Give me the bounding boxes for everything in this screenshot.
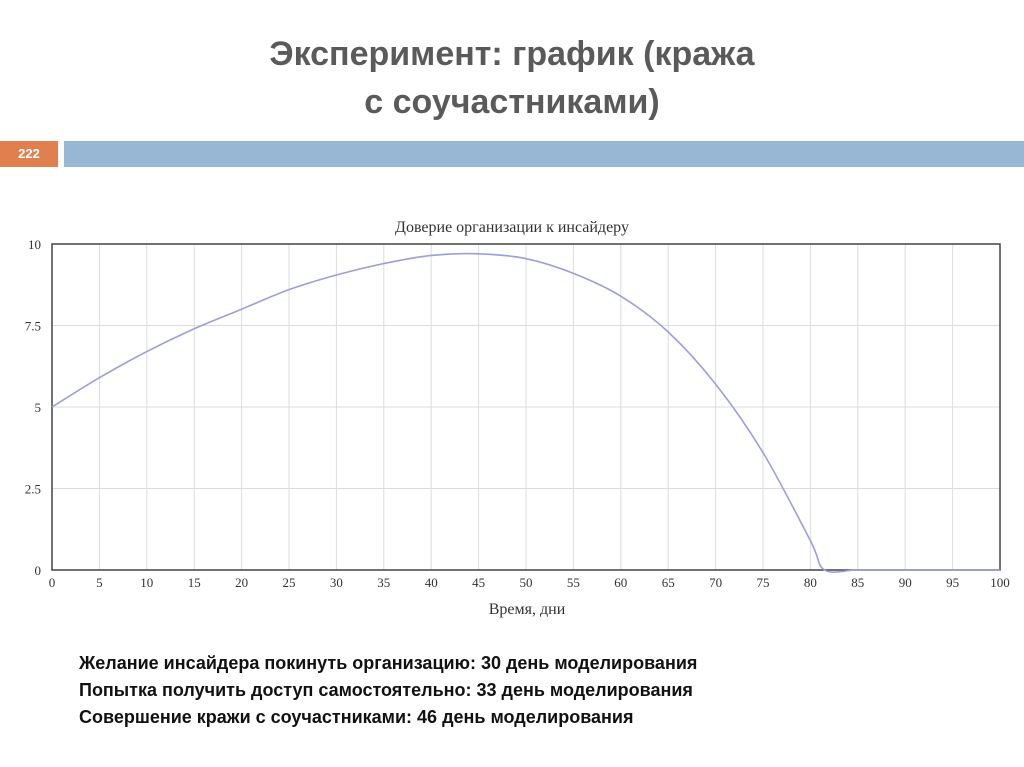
- grid: [51, 243, 1001, 571]
- note-line-2: Попытка получить доступ самостоятельно: …: [79, 680, 693, 700]
- y-tick-label: 0: [35, 563, 42, 578]
- y-tick-label: 2.5: [25, 482, 41, 497]
- x-tick-label: 20: [235, 575, 248, 590]
- x-tick-label: 50: [520, 575, 533, 590]
- chart-title: Доверие организации к инсайдеру: [395, 219, 629, 236]
- x-tick-label: 80: [804, 575, 817, 590]
- x-tick-label: 40: [425, 575, 438, 590]
- x-tick-label: 0: [49, 575, 56, 590]
- note-line-3: Совершение кражи с соучастниками: 46 ден…: [79, 707, 634, 727]
- x-tick-label: 100: [990, 575, 1010, 590]
- x-tick-label: 25: [283, 575, 296, 590]
- note-line-1: Желание инсайдера покинуть организацию: …: [79, 653, 698, 673]
- x-tick-label: 15: [188, 575, 201, 590]
- notes-block: Желание инсайдера покинуть организацию: …: [79, 650, 697, 731]
- x-tick-label: 70: [709, 575, 722, 590]
- y-tick-label: 7.5: [25, 319, 41, 334]
- x-tick-label: 85: [851, 575, 864, 590]
- y-tick-label: 10: [28, 237, 41, 252]
- x-tick-label: 45: [472, 575, 485, 590]
- x-tick-label: 30: [330, 575, 343, 590]
- x-tick-label: 75: [757, 575, 770, 590]
- x-tick-label: 55: [567, 575, 580, 590]
- x-tick-label: 35: [377, 575, 390, 590]
- x-tick-label: 95: [946, 575, 959, 590]
- page-number-badge: 222: [0, 141, 58, 167]
- x-axis-label: Время, дни: [489, 601, 566, 618]
- axis-ticks: 0 5 10 15 20 25 30 35 40 45 50 55 60 65 70 75 80 85 90 95 10…: [25, 237, 1010, 590]
- series-line: [51, 252, 1000, 573]
- x-tick-label: 60: [614, 575, 627, 590]
- x-tick-label: 65: [662, 575, 675, 590]
- y-tick-label: 5: [35, 400, 42, 415]
- header-bar: [64, 141, 1024, 167]
- line-chart: Доверие организации к инсайдеру 0 5 10 15 20…: [25, 219, 1010, 618]
- x-tick-label: 5: [96, 575, 103, 590]
- slide-title-line-1: Эксперимент: график (кража: [269, 35, 755, 73]
- x-tick-label: 10: [140, 575, 153, 590]
- slide-title-line-2: с соучастниками): [364, 83, 660, 121]
- x-tick-label: 90: [899, 575, 912, 590]
- slide-title: Эксперимент: график (кража с соучастника…: [0, 30, 1024, 126]
